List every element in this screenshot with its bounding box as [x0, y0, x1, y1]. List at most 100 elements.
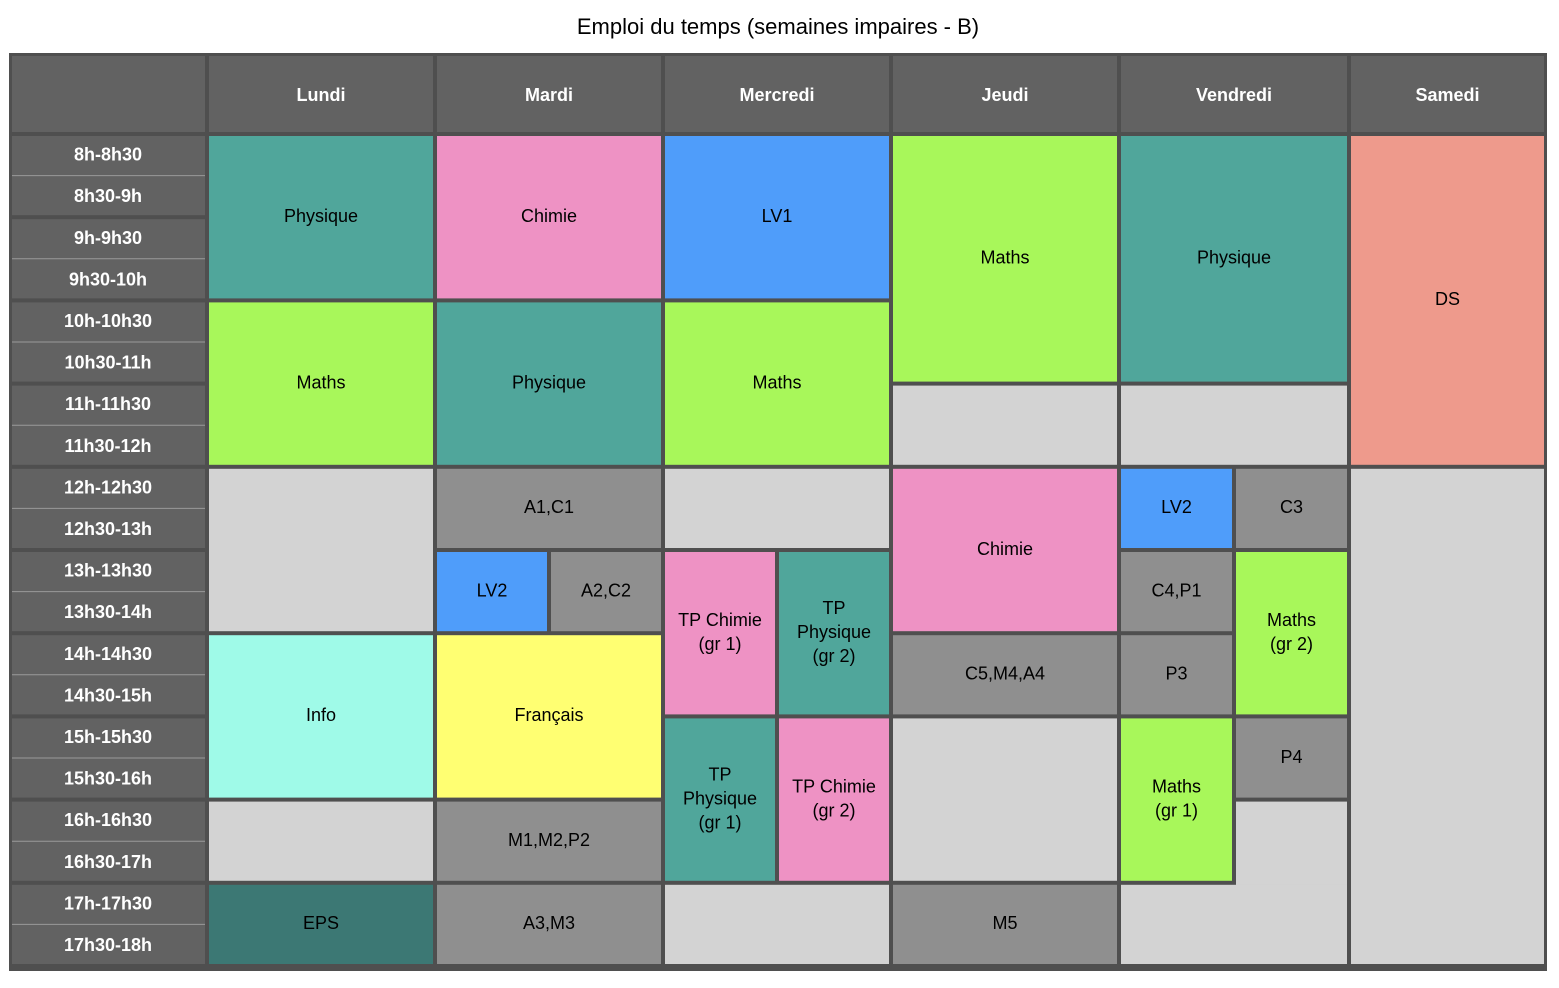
course-label: C5,M4,A4 [965, 664, 1045, 684]
header-cell [1121, 56, 1347, 132]
course-cell [1236, 468, 1347, 548]
course-label: Français [514, 705, 583, 725]
course-label: Physique [797, 622, 871, 642]
course-cell [209, 884, 433, 964]
course-cell [209, 635, 433, 798]
course-label: M5 [992, 913, 1017, 933]
course-cell [665, 552, 775, 715]
course-label: Maths [752, 372, 801, 392]
day-header: Vendredi [1196, 85, 1272, 105]
time-label: 15h30-16h [64, 769, 152, 789]
course-label: Chimie [521, 206, 577, 226]
course-label: A3,M3 [523, 913, 575, 933]
time-label: 12h-12h30 [64, 477, 152, 497]
course-cell [893, 136, 1117, 382]
course-cell [1351, 468, 1544, 964]
course-label: (gr 2) [812, 646, 855, 666]
time-label: 14h30-15h [64, 685, 152, 705]
course-cell [779, 718, 889, 881]
header-cell [209, 56, 433, 132]
course-label: A1,C1 [524, 497, 574, 517]
course-label: (gr 2) [1270, 634, 1313, 654]
course-label: C4,P1 [1151, 580, 1201, 600]
course-cell [437, 302, 661, 465]
time-label: 11h30-12h [64, 436, 151, 456]
course-cell [1121, 385, 1347, 465]
course-cell [893, 884, 1117, 964]
course-label: Maths [1267, 610, 1316, 630]
day-header: Samedi [1415, 85, 1479, 105]
day-header: Mercredi [739, 85, 814, 105]
course-cell [1121, 884, 1347, 964]
time-label: 8h-8h30 [74, 145, 142, 165]
time-label: 16h30-17h [64, 852, 152, 872]
course-label: Physique [683, 788, 757, 808]
title: Emploi du temps (semaines impaires - B) [577, 14, 979, 39]
course-label: P3 [1165, 664, 1187, 684]
course-cell [779, 552, 889, 715]
corner-cell [12, 56, 205, 132]
course-cell [1121, 136, 1347, 382]
course-cell [551, 552, 661, 632]
day-header: Lundi [297, 85, 346, 105]
course-cell [1121, 468, 1232, 548]
time-label: 9h-9h30 [74, 228, 142, 248]
header-cell [665, 56, 889, 132]
course-cell [209, 136, 433, 299]
course-cell [1351, 136, 1544, 465]
course-label: Maths [980, 248, 1029, 268]
course-label: TP Chimie [678, 610, 762, 630]
course-cell [209, 468, 433, 632]
course-label: C3 [1280, 497, 1303, 517]
course-cell [665, 718, 775, 881]
course-label: TP [708, 764, 731, 784]
course-label: Physique [512, 372, 586, 392]
course-label: LV2 [1161, 497, 1192, 517]
course-cell [665, 302, 889, 465]
course-label: LV1 [762, 206, 793, 226]
course-cell [1236, 552, 1347, 715]
header-cell [1351, 56, 1544, 132]
time-label: 13h-13h30 [64, 561, 152, 581]
course-label: LV2 [477, 580, 508, 600]
course-label: Maths [296, 372, 345, 392]
day-header: Jeudi [981, 85, 1028, 105]
course-cell [893, 385, 1117, 465]
time-label: 14h-14h30 [64, 644, 152, 664]
course-cell [1121, 635, 1232, 715]
course-cell [437, 136, 661, 299]
course-label: EPS [303, 913, 339, 933]
course-label: Physique [284, 206, 358, 226]
course-cell [665, 136, 889, 299]
course-cell [1236, 718, 1347, 798]
course-label: Chimie [977, 539, 1033, 559]
course-cell [893, 635, 1117, 715]
time-label: 10h30-11h [64, 353, 151, 373]
course-label: A2,C2 [581, 580, 631, 600]
time-label: 15h-15h30 [64, 727, 152, 747]
time-label: 17h30-18h [64, 935, 152, 955]
course-cell [209, 801, 433, 881]
course-cell [437, 468, 661, 548]
course-label: TP [822, 598, 845, 618]
time-label: 10h-10h30 [64, 311, 152, 331]
course-label: (gr 1) [698, 812, 741, 832]
header-cell [437, 56, 661, 132]
time-label: 9h30-10h [69, 269, 147, 289]
course-label: (gr 2) [812, 800, 855, 820]
time-label: 17h-17h30 [64, 893, 152, 913]
course-cell [437, 884, 661, 964]
course-label: Maths [1152, 776, 1201, 796]
course-label: Info [306, 705, 336, 725]
course-label: TP Chimie [792, 776, 876, 796]
time-label: 8h30-9h [74, 186, 142, 206]
course-cell [1121, 552, 1232, 632]
course-cell [893, 718, 1117, 881]
course-label: (gr 1) [698, 634, 741, 654]
course-label: (gr 1) [1155, 800, 1198, 820]
time-label: 12h30-13h [64, 519, 152, 539]
time-label: 13h30-14h [64, 602, 152, 622]
course-label: DS [1435, 289, 1460, 309]
course-cell [209, 302, 433, 465]
